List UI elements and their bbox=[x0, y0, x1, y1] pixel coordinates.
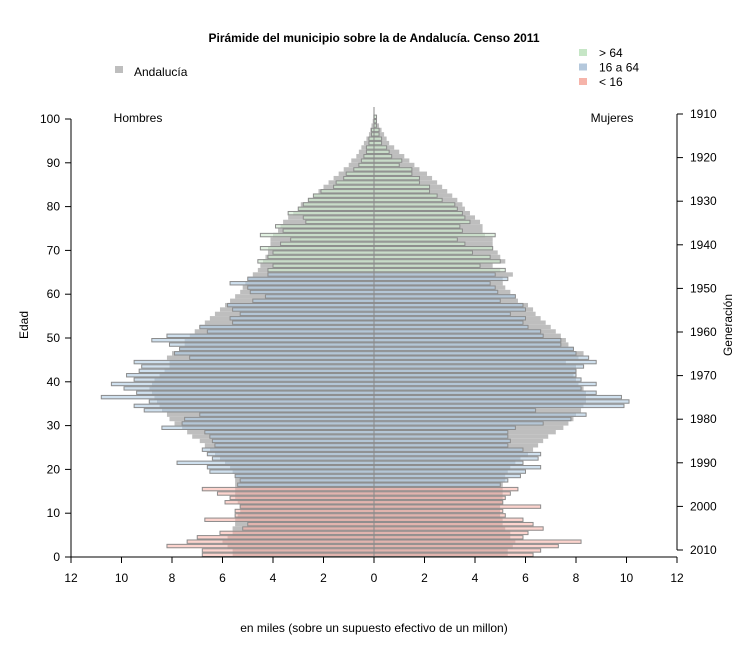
generation-tick-label: 1910 bbox=[690, 107, 717, 121]
x-tick-label: 10 bbox=[620, 571, 634, 585]
x-tick-label: 6 bbox=[219, 571, 226, 585]
mujeres-label: Mujeres bbox=[591, 111, 634, 125]
legend-swatch bbox=[579, 63, 587, 71]
generation-tick-label: 1970 bbox=[690, 369, 717, 383]
y-tick-label: 60 bbox=[47, 287, 61, 301]
y-tick-label: 0 bbox=[53, 550, 60, 564]
andalucia-legend-swatch bbox=[115, 66, 123, 73]
legend-label: < 16 bbox=[599, 75, 623, 89]
chart-title: Pirámide del municipio sobre la de Andal… bbox=[209, 31, 540, 45]
reference-legend: Andalucía bbox=[115, 65, 188, 79]
y-axis-generation: 2010 2000 1990 1980 1970 1960 1950 1940 1930 1920… bbox=[676, 107, 717, 557]
generation-tick-label: 2010 bbox=[690, 543, 717, 557]
x-tick-label: 8 bbox=[573, 571, 580, 585]
generation-tick-label: 1930 bbox=[690, 194, 717, 208]
x-tick-label: 4 bbox=[270, 571, 277, 585]
y-tick-label: 30 bbox=[47, 419, 61, 433]
generation-tick-label: 1950 bbox=[690, 281, 717, 295]
x-tick-label: 2 bbox=[320, 571, 327, 585]
x-axis: 12 10 8 6 4 2 0 2 4 6 8 10 12 bbox=[64, 556, 684, 585]
hombres-label: Hombres bbox=[114, 111, 163, 125]
y-axis-right-label: Generación bbox=[721, 294, 735, 356]
y-tick-label: 70 bbox=[47, 243, 61, 257]
y-tick-label: 10 bbox=[47, 506, 61, 520]
legend-label: 16 a 64 bbox=[599, 61, 639, 75]
legend-label: > 64 bbox=[599, 46, 623, 60]
generation-tick-label: 1960 bbox=[690, 325, 717, 339]
y-axis-age: 0 10 20 30 40 50 60 70 80 90 100 bbox=[40, 112, 72, 564]
generation-tick-label: 1940 bbox=[690, 238, 717, 252]
legend-swatch bbox=[579, 49, 587, 56]
generation-tick-label: 1990 bbox=[690, 456, 717, 470]
y-tick-label: 50 bbox=[47, 331, 61, 345]
x-tick-label: 0 bbox=[371, 571, 378, 585]
y-tick-label: 20 bbox=[47, 462, 61, 476]
generation-tick-label: 1980 bbox=[690, 412, 717, 426]
x-tick-label: 4 bbox=[472, 571, 479, 585]
x-tick-label: 6 bbox=[522, 571, 529, 585]
generation-tick-label: 1920 bbox=[690, 151, 717, 165]
y-tick-label: 100 bbox=[40, 112, 60, 126]
y-axis-label: Edad bbox=[17, 311, 31, 339]
y-tick-label: 40 bbox=[47, 375, 61, 389]
y-tick-label: 80 bbox=[47, 200, 61, 214]
generation-tick-label: 2000 bbox=[690, 499, 717, 513]
x-tick-label: 8 bbox=[169, 571, 176, 585]
x-tick-label: 12 bbox=[670, 571, 684, 585]
x-tick-label: 10 bbox=[115, 571, 129, 585]
y-tick-label: 90 bbox=[47, 156, 61, 170]
x-tick-label: 12 bbox=[64, 571, 78, 585]
x-axis-label: en miles (sobre un supuesto efectivo de … bbox=[240, 621, 507, 635]
andalucia-legend-label: Andalucía bbox=[134, 65, 188, 79]
x-tick-label: 2 bbox=[421, 571, 428, 585]
legend-swatch bbox=[579, 78, 587, 85]
